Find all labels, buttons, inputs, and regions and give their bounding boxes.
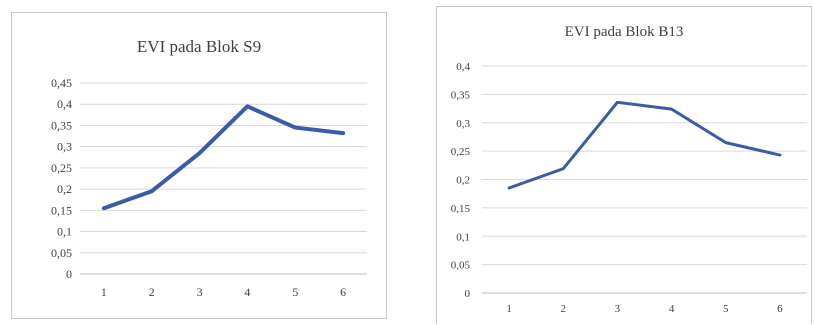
y-tick-label: 0,3 (57, 140, 72, 154)
y-tick-label: 0,35 (451, 89, 471, 101)
x-tick-label: 3 (615, 303, 621, 315)
x-tick-label: 5 (723, 303, 729, 315)
x-tick-label: 2 (561, 303, 567, 315)
y-tick-label: 0,25 (451, 146, 471, 158)
x-tick-label: 3 (197, 285, 203, 299)
x-tick-label: 6 (340, 285, 346, 299)
x-tick-label: 2 (149, 285, 155, 299)
y-tick-label: 0 (465, 288, 471, 300)
y-tick-label: 0,2 (57, 182, 72, 196)
series-line-s9 (104, 106, 343, 208)
x-tick-label: 4 (669, 303, 675, 315)
y-tick-label: 0,3 (456, 118, 470, 130)
y-tick-label: 0,15 (51, 203, 72, 217)
series-line-b13 (509, 102, 780, 188)
y-tick-label: 0,25 (51, 161, 72, 175)
y-tick-label: 0,1 (57, 225, 72, 239)
line-chart-s9: 0 0,05 0,1 0,15 0,2 0,25 0,3 0,35 0,4 0,45 1 2 3 4 5 6 (12, 13, 388, 320)
y-tick-label: 0,4 (456, 61, 470, 73)
y-tick-label: 0,15 (451, 203, 471, 215)
x-tick-label: 6 (777, 303, 783, 315)
y-tick-label: 0,05 (51, 246, 72, 260)
y-tick-label: 0,05 (451, 260, 471, 272)
line-chart-b13: 0 0,05 0,1 0,15 0,2 0,25 0,3 0,35 0,4 1 2 3 4 5 6 (437, 7, 813, 325)
x-tick-label: 1 (506, 303, 512, 315)
y-tick-label: 0,1 (456, 231, 470, 243)
y-tick-label: 0 (66, 267, 72, 281)
y-tick-label: 0,45 (51, 76, 72, 90)
x-tick-label: 1 (101, 285, 107, 299)
y-tick-label: 0,35 (51, 118, 72, 132)
y-tick-label: 0,4 (57, 97, 72, 111)
x-tick-label: 5 (292, 285, 298, 299)
x-tick-label: 4 (244, 285, 250, 299)
y-tick-label: 0,2 (456, 175, 470, 187)
